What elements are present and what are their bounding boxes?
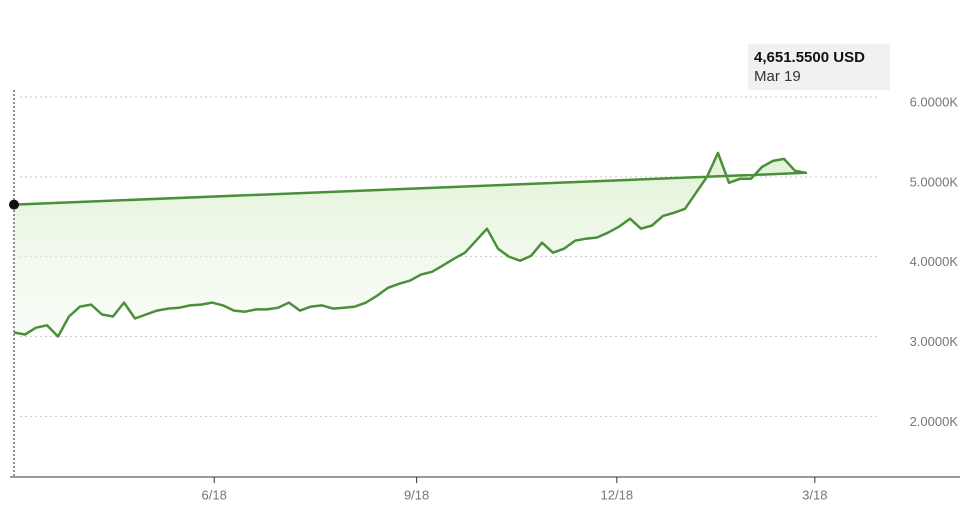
area (14, 152, 806, 477)
y-tick-label: 2.0000K (910, 414, 959, 429)
y-tick-label: 5.0000K (910, 174, 959, 189)
end-point (9, 199, 19, 210)
tooltip-box (748, 44, 890, 90)
x-tick-label: 9/18 (404, 487, 429, 502)
x-tick-label: 3/18 (802, 487, 827, 502)
y-tick-label: 6.0000K (910, 94, 959, 109)
y-tick-label: 3.0000K (910, 334, 959, 349)
tooltip-value: 4,651.5500 USD (754, 49, 865, 66)
x-tick-label: 12/18 (601, 487, 634, 502)
x-tick-label: 6/18 (202, 487, 227, 502)
y-tick-label: 4.0000K (910, 254, 959, 269)
line (13, 151, 808, 338)
tooltip-date: Mar 19 (754, 68, 801, 85)
